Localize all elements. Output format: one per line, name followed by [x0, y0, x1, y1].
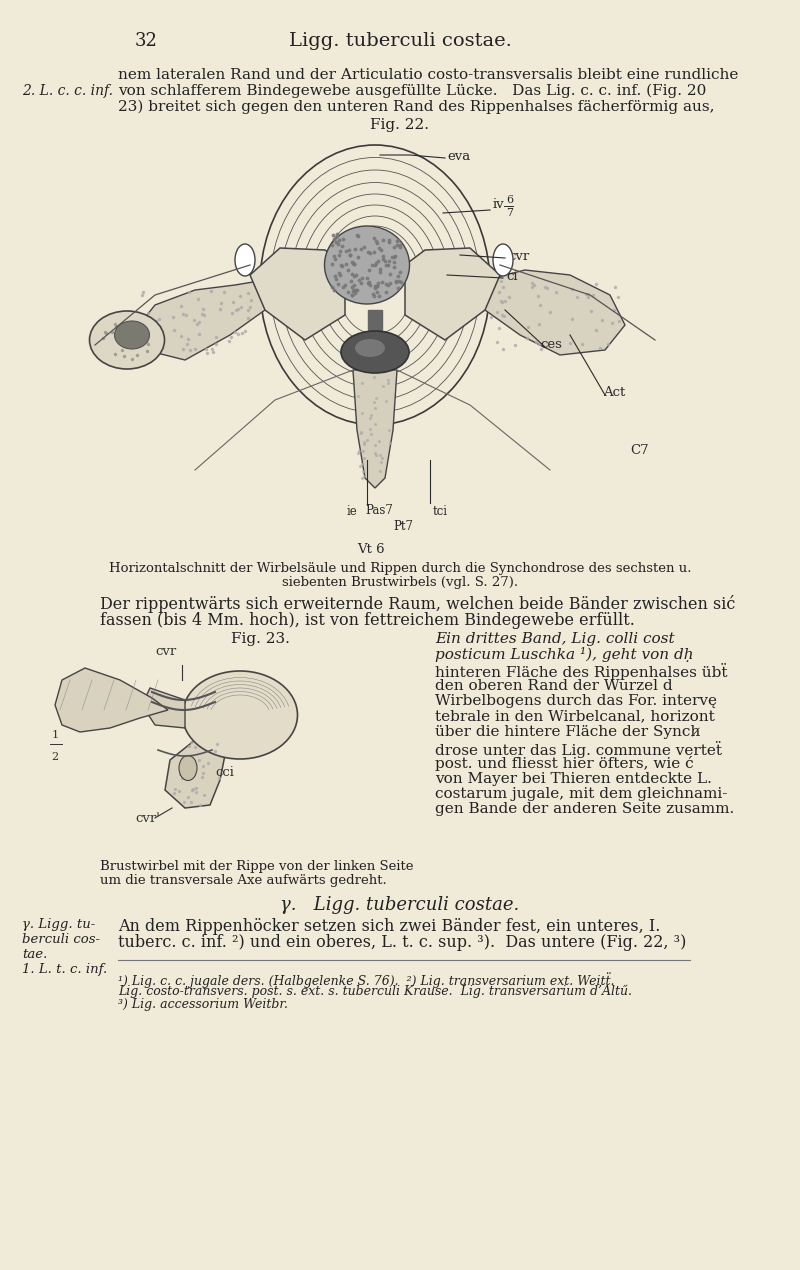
- Text: drose unter das Lig. commune verteẗ: drose unter das Lig. commune verteẗ: [435, 740, 722, 757]
- Text: Fig. 22.: Fig. 22.: [370, 118, 430, 132]
- Polygon shape: [250, 248, 345, 340]
- Text: ie: ie: [347, 505, 358, 518]
- Ellipse shape: [182, 671, 298, 759]
- Polygon shape: [165, 740, 225, 808]
- Text: 1: 1: [51, 730, 58, 740]
- Text: ces: ces: [540, 339, 562, 352]
- Polygon shape: [353, 370, 397, 488]
- Text: γ.   Ligg. tuberculi costae.: γ. Ligg. tuberculi costae.: [280, 897, 520, 914]
- Text: 2: 2: [51, 752, 58, 762]
- Text: siebenten Brustwirbels (vgl. S. 27).: siebenten Brustwirbels (vgl. S. 27).: [282, 577, 518, 589]
- Text: 1. L. t. c. inf.: 1. L. t. c. inf.: [22, 963, 107, 977]
- Text: 2. L. c. c. inf.: 2. L. c. c. inf.: [22, 84, 113, 98]
- Text: cvr: cvr: [155, 645, 176, 658]
- Polygon shape: [405, 248, 500, 340]
- Text: von Mayer bei Thieren entdeckte L.: von Mayer bei Thieren entdeckte L.: [435, 771, 712, 786]
- Text: cvr: cvr: [508, 249, 530, 263]
- Polygon shape: [142, 688, 185, 728]
- Text: nem lateralen Rand und der Articulatio costo-transversalis bleibt eine rundliche: nem lateralen Rand und der Articulatio c…: [118, 69, 738, 83]
- Ellipse shape: [235, 244, 255, 276]
- Ellipse shape: [179, 756, 197, 781]
- Text: Ligg. tuberculi costae.: Ligg. tuberculi costae.: [289, 32, 511, 50]
- Ellipse shape: [114, 321, 150, 349]
- Ellipse shape: [325, 226, 410, 304]
- Text: den oberen Rand der Wurzel d: den oberen Rand der Wurzel d: [435, 678, 673, 692]
- Text: Wirbelbogens durch das For. intervę: Wirbelbogens durch das For. intervę: [435, 693, 717, 707]
- Text: tci: tci: [433, 505, 448, 518]
- Text: iv: iv: [493, 198, 505, 212]
- Text: Brustwirbel mit der Rippe von der linken Seite: Brustwirbel mit der Rippe von der linken…: [100, 860, 414, 872]
- Text: ¹) Lig. c. c. jugale ders. (Halbgelenke S. 76).  ²) Lig. transversarium ext. Wei: ¹) Lig. c. c. jugale ders. (Halbgelenke …: [118, 972, 614, 988]
- Ellipse shape: [341, 331, 409, 373]
- Text: um die transversale Axe aufwärts gedreht.: um die transversale Axe aufwärts gedreht…: [100, 874, 386, 886]
- Ellipse shape: [355, 339, 385, 357]
- Text: post. und fliesst hier öfters, wie ć: post. und fliesst hier öfters, wie ć: [435, 756, 694, 771]
- Text: gen Bande der anderen Seite zusamm.: gen Bande der anderen Seite zusamm.: [435, 803, 734, 817]
- Text: posticum Luschka ¹), geht von dḥ: posticum Luschka ¹), geht von dḥ: [435, 648, 694, 663]
- Text: Vt 6: Vt 6: [357, 544, 385, 556]
- Text: fassen (bis 4 Mm. hoch), ist von fettreichem Bindegewebe erfüllt.: fassen (bis 4 Mm. hoch), ist von fettrei…: [100, 612, 635, 629]
- Text: Fci: Fci: [100, 711, 121, 724]
- Text: 6: 6: [506, 196, 513, 204]
- Text: ci: ci: [506, 269, 518, 282]
- Text: Pas7: Pas7: [365, 504, 393, 517]
- Text: cvr': cvr': [135, 812, 160, 824]
- Text: costarum jugale, mit dem gleichnami-: costarum jugale, mit dem gleichnami-: [435, 787, 727, 801]
- Ellipse shape: [493, 244, 513, 276]
- Text: An dem Rippenhöcker setzen sich zwei Bänder fest, ein unteres, I.: An dem Rippenhöcker setzen sich zwei Bän…: [118, 918, 660, 935]
- Polygon shape: [55, 668, 168, 732]
- Text: tuberc. c. inf. ²) und ein oberes, L. t. c. sup. ³).  Das untere (Fig. 22, ³): tuberc. c. inf. ²) und ein oberes, L. t.…: [118, 933, 686, 951]
- Text: Act: Act: [603, 386, 626, 400]
- Text: γ. Ligg. tu-: γ. Ligg. tu-: [22, 918, 95, 931]
- Text: Lig. costo-transvers. post. s. ext. s. tuberculi Krause.  Lig. transversarium d’: Lig. costo-transvers. post. s. ext. s. t…: [118, 986, 632, 998]
- Text: C7: C7: [630, 443, 649, 456]
- Text: von schlafferem Bindegewebe ausgefüllte Lücke.   Das Lig. c. c. inf. (Fig. 20: von schlafferem Bindegewebe ausgefüllte …: [118, 84, 706, 98]
- Text: 32: 32: [135, 32, 158, 50]
- Text: Ein drittes Band, Lig. colli cost: Ein drittes Band, Lig. colli cost: [435, 632, 674, 646]
- Text: cci: cci: [215, 767, 234, 780]
- Polygon shape: [135, 279, 265, 359]
- Polygon shape: [485, 271, 625, 356]
- Text: Der rippentwärts sich erweiternde Raum, welchen beide Bänder zwischen sić: Der rippentwärts sich erweiternde Raum, …: [100, 596, 735, 613]
- Text: ³) Lig. accessorium Weitbr.: ³) Lig. accessorium Weitbr.: [118, 998, 288, 1011]
- Text: über die hintere Fläche der Synch̷: über die hintere Fläche der Synch̷: [435, 725, 700, 739]
- Text: tae.: tae.: [22, 947, 47, 961]
- Text: tebrale in den Wirbelcanal, horizont: tebrale in den Wirbelcanal, horizont: [435, 710, 714, 724]
- Text: Horizontalschnitt der Wirbelsäule und Rippen durch die Synchondrose des sechsten: Horizontalschnitt der Wirbelsäule und Ri…: [109, 563, 691, 575]
- Text: Fig. 23.: Fig. 23.: [230, 632, 290, 646]
- Ellipse shape: [260, 145, 490, 425]
- Ellipse shape: [90, 311, 165, 370]
- Text: 7: 7: [506, 208, 513, 218]
- Text: 23) breitet sich gegen den unteren Rand des Rippenhalses fächerförmig aus,: 23) breitet sich gegen den unteren Rand …: [118, 100, 714, 114]
- Text: eva: eva: [447, 150, 470, 163]
- Text: hinteren Fläche des Rippenhalses übẗ: hinteren Fläche des Rippenhalses übẗ: [435, 663, 727, 679]
- Text: berculi cos-: berculi cos-: [22, 933, 100, 946]
- Text: Pt7: Pt7: [393, 519, 413, 533]
